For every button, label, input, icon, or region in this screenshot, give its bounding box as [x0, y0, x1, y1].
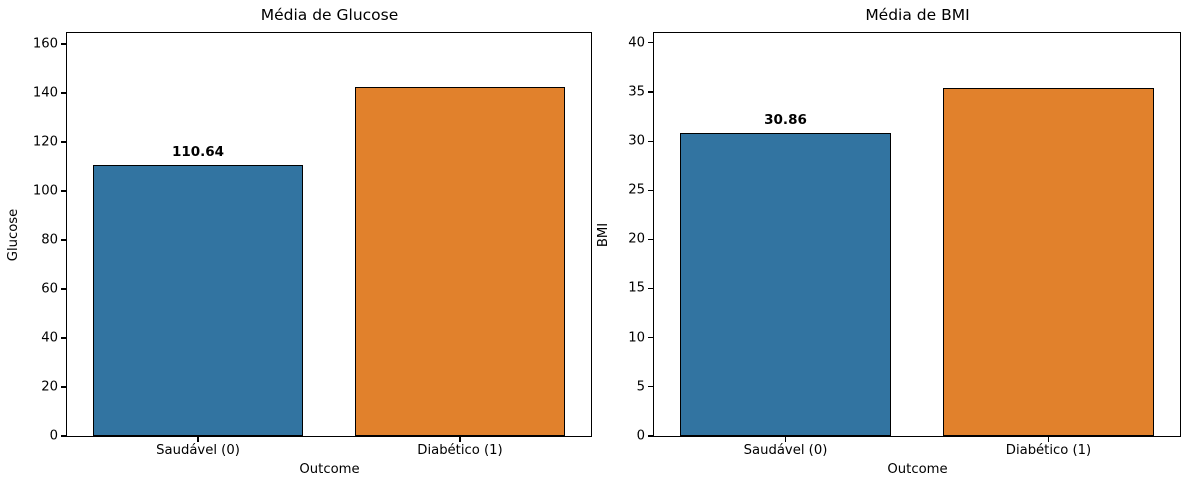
y-tick-mark	[648, 189, 653, 191]
x-tick-mark	[1047, 437, 1050, 442]
y-tick-label: 10	[628, 330, 645, 346]
y-tick-label: 60	[41, 281, 58, 297]
y-tick-mark	[648, 435, 653, 437]
plot-area: 0 20 40 60 80 100 120 140 160 Saudável (0) 110.64 D…	[33, 32, 592, 458]
y-tick-mark	[648, 91, 653, 93]
y-tick-label: 40	[41, 330, 58, 346]
y-tick-label: 5	[636, 379, 645, 395]
y-tick-mark	[648, 42, 653, 44]
y-tick-label: 100	[32, 183, 58, 199]
bar-diab-tico-1	[355, 87, 565, 436]
y-tick-label: 40	[628, 35, 645, 51]
y-tick-label: 0	[49, 428, 58, 444]
y-tick-mark	[61, 92, 66, 94]
y-tick-mark	[61, 43, 66, 45]
bar-diab-tico-1	[943, 87, 1154, 436]
y-tick-mark	[648, 140, 653, 142]
y-tick-mark	[648, 238, 653, 241]
x-tick-label: Diabético (1)	[417, 443, 503, 458]
y-tick-label: 160	[32, 36, 58, 52]
y-tick-label: 20	[41, 379, 58, 395]
y-tick-label: 80	[41, 232, 58, 248]
y-tick-mark	[61, 337, 66, 339]
y-tick-label: 25	[628, 182, 645, 198]
x-tick-label: Diabético (1)	[1005, 443, 1092, 458]
plot-area: 0 5 10 15 20 25 30 35 40 Saudável (0) 30.86 Diabéti…	[628, 32, 1181, 458]
y-tick-label: 0	[636, 428, 645, 444]
y-tick-label: 35	[628, 84, 645, 100]
bar-saud-vel-0	[93, 164, 303, 436]
y-tick-mark	[61, 288, 66, 290]
y-tick-mark	[648, 337, 653, 339]
y-tick-mark	[61, 435, 66, 437]
y-tick-label: 120	[32, 134, 58, 150]
y-tick-label: 140	[32, 85, 58, 101]
x-tick-mark	[459, 437, 461, 442]
bar-saud-vel-0	[680, 132, 891, 436]
bar-value-label: 110.64	[171, 143, 225, 160]
y-tick-label: 15	[628, 280, 645, 296]
chart-title: Média de Glucose	[260, 6, 399, 24]
x-axis-label: Outcome	[299, 462, 360, 477]
x-tick-mark	[784, 437, 787, 442]
chart-title: Média de BMI	[865, 6, 970, 24]
y-tick-mark	[61, 190, 66, 192]
x-tick-mark	[197, 437, 199, 442]
y-tick-mark	[61, 239, 66, 241]
x-tick-label: Saudável (0)	[743, 443, 828, 458]
y-tick-mark	[61, 386, 66, 388]
bar-value-label: 30.86	[764, 111, 807, 128]
y-tick-label: 30	[628, 133, 645, 149]
x-tick-label: Saudável (0)	[156, 443, 240, 458]
y-tick-mark	[61, 141, 66, 143]
y-tick-mark	[648, 287, 653, 290]
y-tick-mark	[648, 386, 653, 388]
x-axis-label: Outcome	[887, 462, 948, 477]
y-axis-label: BMI	[596, 222, 611, 248]
y-tick-label: 20	[628, 231, 645, 247]
